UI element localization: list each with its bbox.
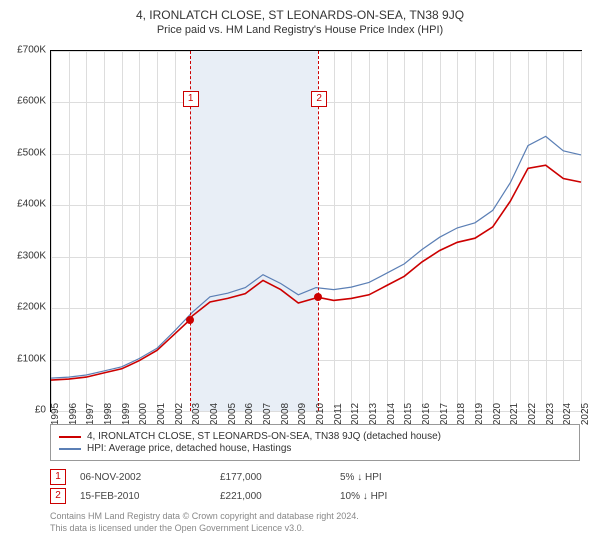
x-tick-label: 1997 [85, 403, 96, 425]
legend: 4, IRONLATCH CLOSE, ST LEONARDS-ON-SEA, … [50, 424, 580, 461]
x-tick-label: 2018 [456, 403, 467, 425]
x-tick-label: 1995 [50, 403, 61, 425]
data-point [186, 316, 194, 324]
x-tick-label: 2005 [227, 403, 238, 425]
event-date: 06-NOV-2002 [80, 472, 220, 483]
x-tick-label: 2020 [492, 403, 503, 425]
x-tick-label: 2016 [421, 403, 432, 425]
footer: Contains HM Land Registry data © Crown c… [50, 510, 580, 534]
event-price: £221,000 [220, 491, 340, 502]
x-tick-label: 2010 [315, 403, 326, 425]
x-tick-label: 1996 [68, 403, 79, 425]
footer-line-1: Contains HM Land Registry data © Crown c… [50, 510, 580, 522]
x-tick-label: 2004 [209, 403, 220, 425]
legend-swatch [59, 448, 81, 450]
x-tick-label: 2008 [280, 403, 291, 425]
legend-item: HPI: Average price, detached house, Hast… [59, 443, 571, 454]
x-tick-label: 2022 [527, 403, 538, 425]
x-tick-label: 2025 [580, 403, 591, 425]
event-price: £177,000 [220, 472, 340, 483]
x-tick-label: 2021 [509, 403, 520, 425]
x-tick-label: 2019 [474, 403, 485, 425]
x-tick-label: 2015 [403, 403, 414, 425]
x-tick-label: 2017 [439, 403, 450, 425]
event-badge: 1 [50, 469, 66, 485]
legend-label: 4, IRONLATCH CLOSE, ST LEONARDS-ON-SEA, … [87, 431, 441, 442]
x-tick-label: 2014 [386, 403, 397, 425]
y-tick-label: £0 [35, 405, 46, 416]
marker-badge-1: 1 [183, 91, 199, 107]
event-row: 1 06-NOV-2002£177,0005% ↓ HPI [50, 469, 580, 485]
x-tick-label: 2023 [545, 403, 556, 425]
chart-container: 4, IRONLATCH CLOSE, ST LEONARDS-ON-SEA, … [0, 0, 600, 560]
y-tick-label: £300K [17, 250, 46, 261]
chart-title: 4, IRONLATCH CLOSE, ST LEONARDS-ON-SEA, … [0, 0, 600, 22]
marker-badge-2: 2 [311, 91, 327, 107]
x-tick-label: 2006 [244, 403, 255, 425]
x-tick-label: 1998 [103, 403, 114, 425]
gridline-v [581, 51, 582, 411]
x-tick-label: 1999 [121, 403, 132, 425]
data-point [314, 293, 322, 301]
x-tick-label: 2009 [297, 403, 308, 425]
y-tick-label: £400K [17, 199, 46, 210]
y-tick-label: £500K [17, 147, 46, 158]
y-tick-label: £200K [17, 302, 46, 313]
x-tick-label: 2002 [174, 403, 185, 425]
legend-label: HPI: Average price, detached house, Hast… [87, 443, 291, 454]
x-tick-label: 2003 [191, 403, 202, 425]
x-tick-label: 2011 [333, 403, 344, 425]
plot-area: 12 [50, 50, 582, 412]
event-diff: 5% ↓ HPI [340, 472, 580, 483]
x-tick-label: 2001 [156, 403, 167, 425]
events-table: 1 06-NOV-2002£177,0005% ↓ HPI 2 15-FEB-2010… [50, 466, 580, 507]
event-badge: 2 [50, 488, 66, 504]
event-row: 2 15-FEB-2010£221,00010% ↓ HPI [50, 488, 580, 504]
y-tick-label: £100K [17, 353, 46, 364]
x-tick-label: 2007 [262, 403, 273, 425]
legend-item: 4, IRONLATCH CLOSE, ST LEONARDS-ON-SEA, … [59, 431, 571, 442]
footer-line-2: This data is licensed under the Open Gov… [50, 522, 580, 534]
y-tick-label: £700K [17, 45, 46, 56]
x-tick-label: 2024 [562, 403, 573, 425]
x-tick-label: 2000 [138, 403, 149, 425]
legend-swatch [59, 436, 81, 438]
x-tick-label: 2012 [350, 403, 361, 425]
chart-subtitle: Price paid vs. HM Land Registry's House … [0, 22, 600, 40]
x-tick-label: 2013 [368, 403, 379, 425]
series-line-hpi [51, 136, 581, 378]
y-tick-label: £600K [17, 96, 46, 107]
event-date: 15-FEB-2010 [80, 491, 220, 502]
event-diff: 10% ↓ HPI [340, 491, 580, 502]
